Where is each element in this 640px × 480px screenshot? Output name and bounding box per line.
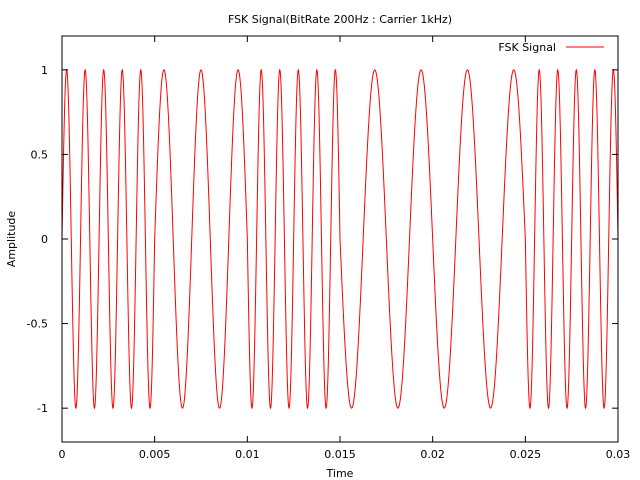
legend: FSK Signal [498, 41, 604, 54]
axis-ticks: 0 0.005 0.01 0.015 0.02 0.025 0.03 -1 -0.5 0 0.5 1 [27, 36, 631, 461]
y-tick-label: 0.5 [31, 148, 49, 161]
series-line-fsk-signal [62, 68, 618, 410]
x-tick-label: 0.025 [510, 448, 542, 461]
y-tick-label: -0.5 [27, 318, 48, 331]
x-tick-label: 0.02 [420, 448, 445, 461]
y-axis-label: Amplitude [5, 211, 18, 268]
x-tick-label: 0.01 [235, 448, 260, 461]
x-axis-label: Time [326, 467, 354, 480]
x-tick-label: 0.005 [139, 448, 171, 461]
chart-title: FSK Signal(BitRate 200Hz : Carrier 1kHz) [228, 13, 452, 26]
x-tick-label: 0.03 [606, 448, 631, 461]
legend-label: FSK Signal [498, 41, 556, 54]
y-tick-label: -1 [37, 402, 48, 415]
x-tick-label: 0 [59, 448, 66, 461]
y-tick-label: 1 [41, 64, 48, 77]
y-tick-label: 0 [41, 233, 48, 246]
series-layer [62, 68, 618, 410]
x-tick-label: 0.015 [324, 448, 356, 461]
